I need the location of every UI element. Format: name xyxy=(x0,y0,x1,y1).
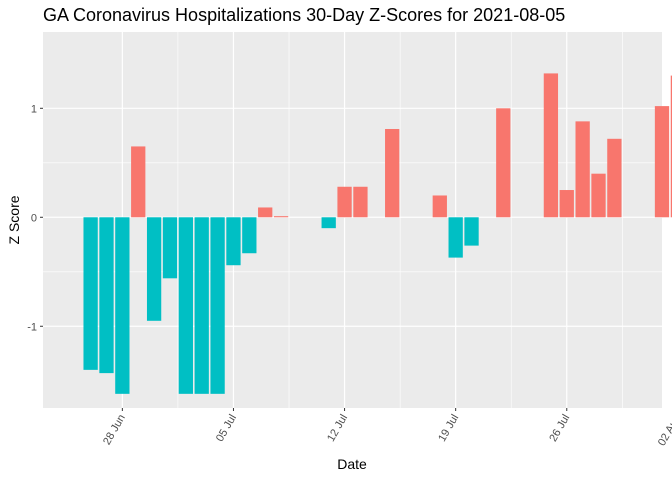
bar-2021-07-15 xyxy=(385,128,400,218)
bar-2021-07-27 xyxy=(575,121,590,218)
bar-2021-07-20 xyxy=(464,217,479,246)
bars xyxy=(83,73,672,394)
bar-2021-07-18 xyxy=(432,195,447,218)
bar-2021-07-03 xyxy=(194,217,209,394)
bar-2021-07-11 xyxy=(321,217,336,229)
plot-panel xyxy=(43,32,662,408)
bar-2021-07-22 xyxy=(496,108,511,218)
y-axis: -1 0 1 xyxy=(27,103,43,333)
y-tick-label: 1 xyxy=(31,103,37,115)
bar-2021-07-28 xyxy=(591,173,606,218)
bar-2021-08-02 xyxy=(670,75,672,218)
bar-2021-07-08 xyxy=(273,216,289,218)
bar-2021-07-04 xyxy=(210,217,225,394)
bar-2021-06-28 xyxy=(115,217,130,394)
y-axis-title: Z Score xyxy=(6,195,22,244)
minor-grid xyxy=(43,32,662,408)
x-tick-label: 19 Jul xyxy=(436,413,461,444)
y-tick-label: -1 xyxy=(27,321,37,333)
chart-title: GA Coronavirus Hospitalizations 30-Day Z… xyxy=(43,5,565,25)
y-tick-label: 0 xyxy=(31,212,37,224)
bar-2021-07-05 xyxy=(226,217,241,266)
bar-2021-07-06 xyxy=(242,217,257,254)
x-tick-label: 02 Aug xyxy=(656,413,672,449)
bar-2021-06-27 xyxy=(99,217,114,374)
x-tick-label: 12 Jul xyxy=(325,413,350,444)
bar-2021-07-12 xyxy=(337,186,352,218)
bar-2021-07-07 xyxy=(258,207,273,218)
bar-2021-06-26 xyxy=(83,217,98,370)
x-tick-label: 26 Jul xyxy=(547,413,572,444)
bar-2021-06-29 xyxy=(131,146,146,218)
x-tick-label: 28 Jun xyxy=(101,413,128,448)
bar-2021-07-13 xyxy=(353,186,368,218)
bar-2021-07-19 xyxy=(448,217,463,258)
x-axis: 28 Jun 05 Jul 12 Jul 19 Jul 26 Jul 02 Aug xyxy=(101,408,672,448)
bar-2021-06-30 xyxy=(146,217,162,321)
x-tick-label: 05 Jul xyxy=(214,413,239,444)
bar-2021-08-01 xyxy=(654,106,670,218)
bar-2021-07-02 xyxy=(178,217,193,394)
bar-2021-07-26 xyxy=(559,190,574,218)
x-axis-title: Date xyxy=(337,456,367,472)
bar-2021-07-29 xyxy=(607,138,622,218)
bar-2021-07-01 xyxy=(162,217,178,279)
bar-2021-07-25 xyxy=(543,73,559,218)
